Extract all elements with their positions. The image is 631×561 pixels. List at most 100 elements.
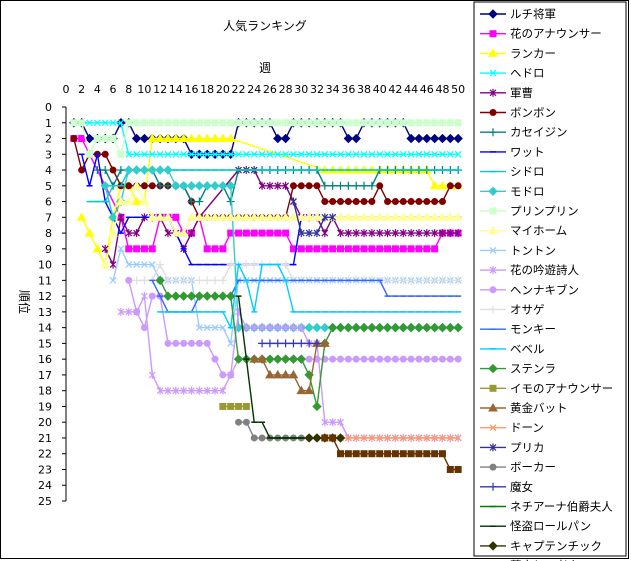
data-point [266,181,274,190]
data-point [100,181,110,191]
data-point [180,150,188,158]
data-point [235,119,243,127]
data-point [125,229,133,238]
data-point [280,354,291,364]
data-point [101,166,110,175]
data-point [117,213,125,222]
data-point [250,229,258,237]
data-point [335,433,346,443]
data-point [360,450,368,458]
data-point [289,119,297,127]
legend: ルチ将軍花のアナウンサーランカーヘドロ軍曹ボンボンカセイジンワットシドロモドロプ… [480,7,613,561]
data-point [406,322,416,333]
data-point [437,133,448,144]
data-point [391,450,399,458]
data-point [360,150,368,158]
data-point [280,133,291,144]
data-point [415,119,423,127]
data-point [219,119,227,127]
data-point [368,450,376,458]
data-point [454,119,462,127]
data-point [164,229,172,238]
data-point [437,322,448,333]
data-point [407,355,415,363]
data-point [131,180,142,190]
data-point [320,322,330,333]
data-point [100,259,111,269]
legend-label: ランカー [510,46,556,60]
data-point [265,212,275,221]
data-point [155,165,165,175]
data-point [335,322,346,333]
data-point [211,355,219,363]
data-point [187,276,196,285]
data-point [321,434,329,442]
data-point [335,212,346,221]
series-line [73,122,459,156]
data-point [211,150,219,158]
data-point [406,133,416,144]
data-point [367,322,377,333]
data-point [391,276,400,285]
data-point [78,135,86,143]
legend-label: マイホーム [510,224,567,238]
data-point [312,401,322,412]
legend-item: ベベル [480,342,545,356]
data-point [211,119,219,127]
legend-label: ベベル [510,342,545,356]
data-point [195,276,204,285]
series-line [254,342,325,392]
data-point [258,229,266,237]
data-point [344,245,352,253]
x-tick-label: 26 [263,83,277,96]
data-point [274,181,282,190]
legend-item: 墓守りの老人 [510,559,579,561]
legend-label: ルチ将軍 [510,7,556,21]
data-point [438,119,446,127]
data-point [280,212,291,221]
data-point [289,339,298,348]
data-point [109,135,117,143]
data-point [258,339,267,348]
data-point [391,229,399,238]
data-point [186,291,197,301]
data-point [249,212,260,221]
legend-item: ヘドロ [480,66,545,80]
y-tick-label: 21 [38,432,52,445]
data-point [407,245,415,253]
chart-title: 人気ランキング [223,18,307,33]
data-point [431,119,439,127]
y-tick-label: 17 [38,369,52,382]
data-point [140,245,148,253]
data-point [305,339,314,348]
legend-label: ヘンナキブン [510,283,579,297]
data-point [148,261,156,269]
data-point [437,180,448,190]
legend-label: プリカ [510,440,545,454]
data-point [368,229,376,238]
x-tick-label: 50 [451,83,465,96]
data-point [242,323,250,332]
data-point [133,261,141,269]
data-point [188,150,195,158]
data-point [235,150,242,158]
data-point [266,323,274,332]
legend-marker [489,207,497,215]
data-point [227,119,235,127]
legend-item: プリカ [480,440,545,454]
data-point [391,198,399,206]
data-point [288,212,299,221]
data-point [233,212,244,221]
data-point [431,245,439,253]
x-tick-label: 2 [78,83,85,96]
x-tick-label: 4 [94,83,101,96]
data-point [321,150,329,158]
legend-item: トントン [480,243,556,257]
data-point [446,355,454,363]
data-point [329,355,337,363]
legend-item: マイホーム [480,224,567,238]
data-point [133,308,141,316]
legend-item: シドロ [480,165,545,179]
y-tick-label: 23 [38,463,52,476]
